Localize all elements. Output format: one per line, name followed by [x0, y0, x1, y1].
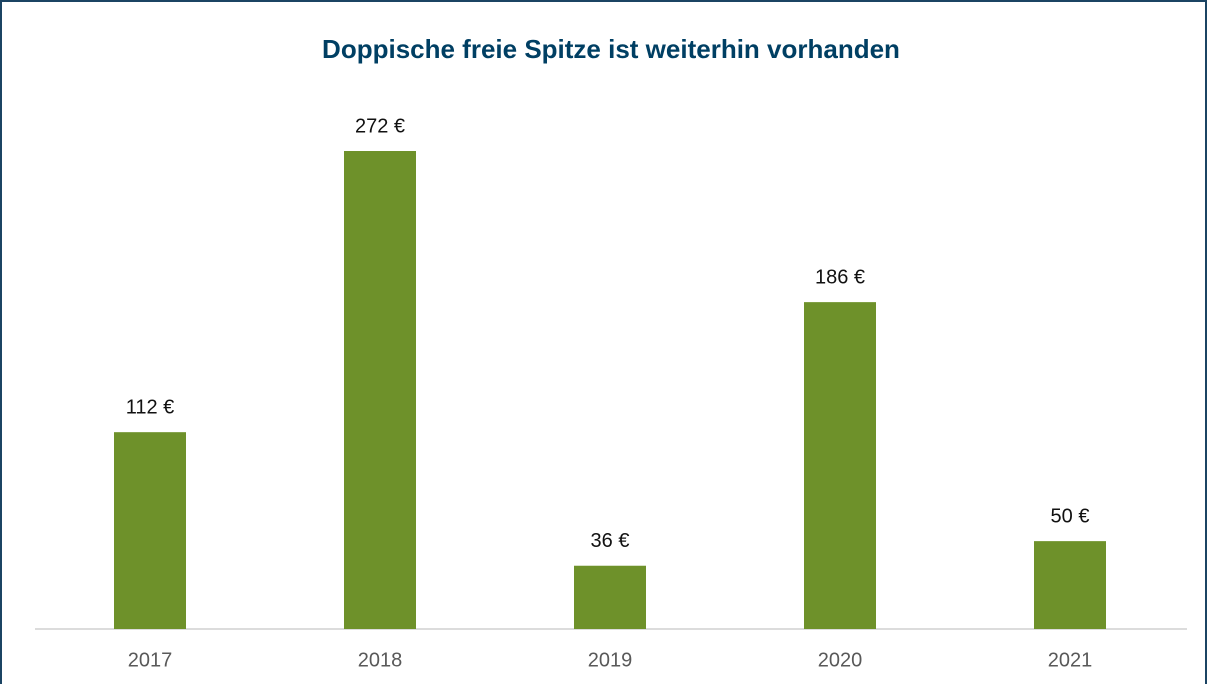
- data-label: 272 €: [355, 115, 405, 137]
- data-label: 36 €: [591, 530, 630, 552]
- data-label: 112 €: [126, 396, 175, 418]
- x-tick-label: 2021: [1048, 649, 1093, 671]
- bar: [344, 151, 416, 629]
- x-tick-label: 2019: [588, 649, 633, 671]
- x-tick-label: 2020: [818, 649, 863, 671]
- bar: [114, 432, 186, 629]
- chart-title: Doppische freie Spitze ist weiterhin vor…: [322, 34, 900, 64]
- bar: [804, 302, 876, 629]
- x-tick-label: 2017: [128, 649, 173, 671]
- bar: [1034, 541, 1106, 629]
- bar: [574, 565, 646, 629]
- x-tick-label: 2018: [358, 649, 403, 671]
- data-label: 186 €: [815, 266, 865, 288]
- data-label: 50 €: [1051, 505, 1090, 527]
